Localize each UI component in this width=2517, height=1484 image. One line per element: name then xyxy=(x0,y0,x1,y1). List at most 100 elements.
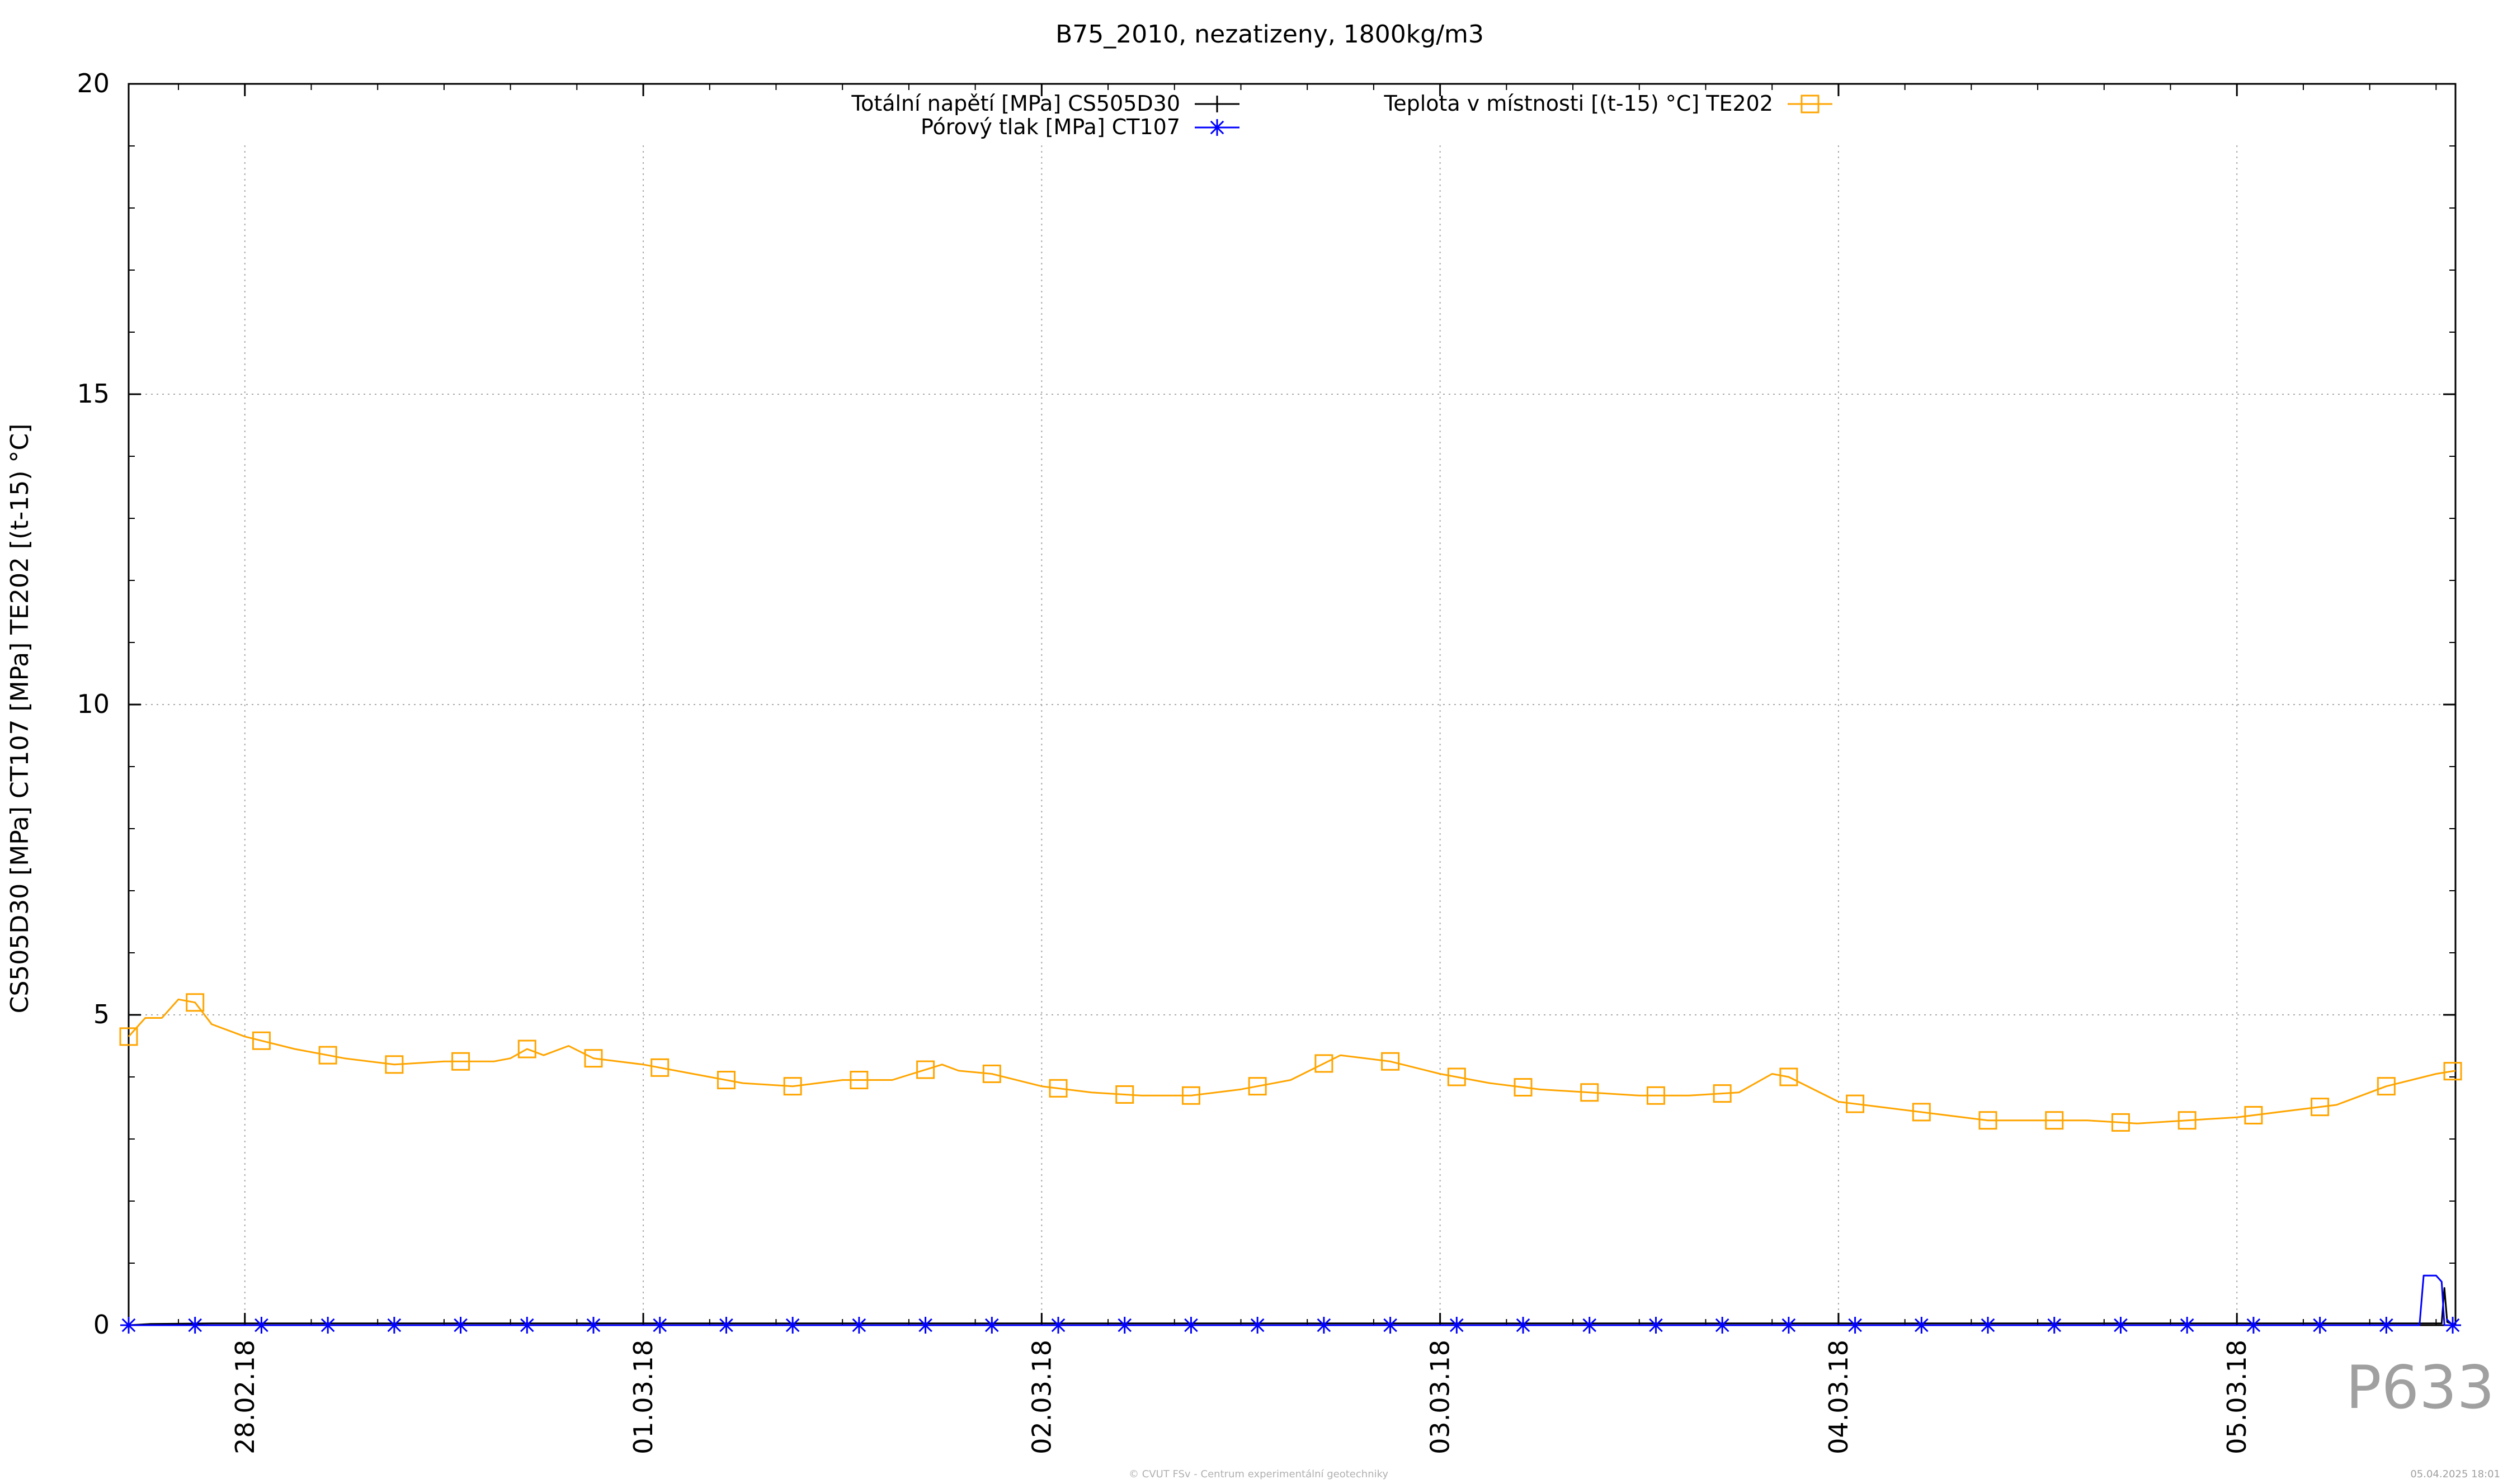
series-marker xyxy=(982,1064,1001,1083)
marker-stroke xyxy=(717,1071,736,1090)
series-marker xyxy=(1116,1317,1133,1334)
marker-stroke xyxy=(1800,94,1820,114)
marker-stroke xyxy=(1118,1318,1132,1332)
series-marker xyxy=(253,1317,270,1334)
marker-stroke xyxy=(387,1318,402,1332)
grid xyxy=(129,145,2455,1325)
marker-stroke xyxy=(1450,1318,1464,1332)
marker-stroke xyxy=(451,1052,470,1071)
series-marker xyxy=(2112,1317,2129,1334)
marker-stroke xyxy=(918,1318,932,1332)
x-tick-label: 03.03.18 xyxy=(1425,1340,1455,1454)
series-marker xyxy=(1581,1317,1598,1334)
marker-stroke xyxy=(584,1049,603,1068)
series-marker xyxy=(186,1317,204,1334)
legend-marker xyxy=(1209,119,1225,136)
series-marker xyxy=(585,1317,602,1334)
marker-stroke xyxy=(1915,1318,1929,1332)
marker-stroke xyxy=(1381,1052,1400,1071)
axis-ticks: 0 5 10 15 20 28.02.18 01.03.18 02.03.18 03.03.18… xyxy=(77,68,2455,1454)
series-marker xyxy=(252,1031,271,1050)
y-axis-label: CS505D30 [MPa] CT107 [MPa] TE202 [(t-15)… xyxy=(6,424,34,1014)
marker-stroke xyxy=(2047,1318,2062,1332)
series-marker xyxy=(717,1071,736,1090)
series-marker xyxy=(1448,1317,1465,1334)
series-marker xyxy=(850,1071,869,1090)
series-marker xyxy=(1912,1103,1931,1122)
series-marker xyxy=(916,1060,935,1079)
series-marker xyxy=(1780,1317,1797,1334)
series-marker xyxy=(2111,1113,2130,1132)
series-marker xyxy=(1381,1052,1400,1071)
series-marker xyxy=(2443,1062,2462,1081)
series-marker xyxy=(385,1055,404,1074)
marker-stroke xyxy=(1715,1318,1729,1332)
marker-stroke xyxy=(2111,1113,2130,1132)
marker-stroke xyxy=(653,1318,667,1332)
series-marker xyxy=(784,1317,802,1334)
marker-stroke xyxy=(1049,1079,1068,1098)
legend-label: Totální napětí [MPa] CS505D30 xyxy=(851,91,1180,116)
series-line xyxy=(128,998,2456,1124)
marker-stroke xyxy=(1646,1086,1665,1105)
marker-stroke xyxy=(1447,1067,1466,1086)
marker-stroke xyxy=(1248,1077,1267,1096)
series-marker xyxy=(850,1317,868,1334)
series-marker xyxy=(1049,1079,1068,1098)
series-marker xyxy=(1314,1054,1333,1073)
series-marker xyxy=(2045,1111,2064,1130)
series-marker xyxy=(452,1317,469,1334)
series xyxy=(119,993,2462,1334)
marker-stroke xyxy=(783,1077,802,1096)
legend-marker xyxy=(1800,94,1820,114)
marker-stroke xyxy=(2045,1111,2064,1130)
series-marker xyxy=(1182,1317,1200,1334)
x-tick-label: 04.03.18 xyxy=(1823,1340,1854,1454)
series-marker xyxy=(1050,1317,1067,1334)
watermark: P633 xyxy=(2345,1353,2495,1422)
marker-stroke xyxy=(651,1058,670,1077)
marker-stroke xyxy=(252,1031,271,1050)
marker-stroke xyxy=(254,1318,268,1332)
series-marker xyxy=(318,1046,337,1065)
marker-stroke xyxy=(1184,1318,1198,1332)
marker-stroke xyxy=(119,1027,138,1046)
series-marker xyxy=(983,1317,1001,1334)
series-marker xyxy=(1115,1085,1134,1104)
series-marker xyxy=(1846,1094,1865,1113)
marker-stroke xyxy=(916,1060,935,1079)
marker-stroke xyxy=(1912,1103,1931,1122)
marker-stroke xyxy=(852,1318,866,1332)
series-marker xyxy=(385,1317,403,1334)
marker-stroke xyxy=(121,1318,136,1332)
y-tick-label: 20 xyxy=(77,68,110,98)
series-marker xyxy=(2244,1105,2263,1124)
marker-stroke xyxy=(385,1055,404,1074)
marker-stroke xyxy=(2377,1077,2396,1096)
series-marker xyxy=(451,1052,470,1071)
marker-stroke xyxy=(984,1318,999,1332)
marker-stroke xyxy=(1051,1318,1066,1332)
series-marker xyxy=(1382,1317,1399,1334)
series-marker xyxy=(2045,1317,2063,1334)
series-marker xyxy=(2444,1317,2462,1334)
x-tick-label: 28.02.18 xyxy=(230,1340,260,1454)
series-marker xyxy=(718,1317,735,1334)
series-marker xyxy=(1248,1077,1267,1096)
marker-stroke xyxy=(188,1318,202,1332)
series-marker xyxy=(783,1077,802,1096)
series-marker xyxy=(1714,1317,1731,1334)
y-tick-label: 0 xyxy=(93,1310,110,1340)
credit-text: © CVUT FSv - Centrum experimentální geot… xyxy=(1128,1468,1389,1480)
series-1 xyxy=(120,1274,2462,1334)
series-marker xyxy=(1315,1317,1332,1334)
marker-stroke xyxy=(1115,1085,1134,1104)
series-marker xyxy=(1913,1317,1930,1334)
series-2 xyxy=(119,993,2462,1132)
marker-stroke xyxy=(785,1318,800,1332)
series-marker xyxy=(1646,1086,1665,1105)
series-marker xyxy=(517,1039,536,1058)
marker-stroke xyxy=(1317,1318,1331,1332)
